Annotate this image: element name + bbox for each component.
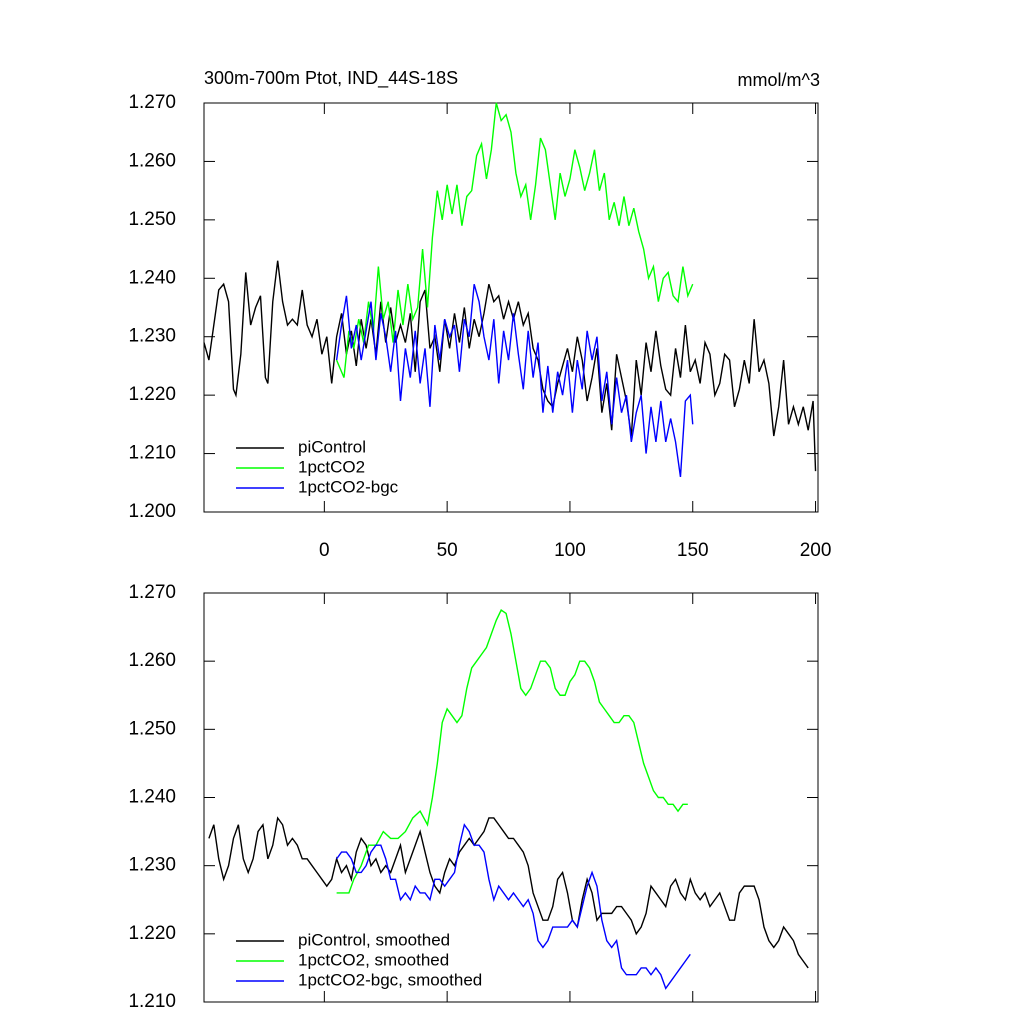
y-tick-label: 1.220: [128, 923, 176, 944]
y-tick-label: 1.200: [128, 501, 176, 522]
plot-frame: [203, 592, 819, 1003]
y-tick-label: 1.260: [128, 150, 176, 171]
legend-label: piControl, smoothed: [298, 930, 450, 949]
y-tick-label: 1.230: [128, 326, 176, 347]
units-label: mmol/m^3: [738, 70, 820, 90]
series-line: [335, 283, 694, 478]
legend-label: 1pctCO2-bgc, smoothed: [298, 970, 482, 989]
x-tick-label: 50: [437, 540, 458, 561]
y-tick-label: 1.270: [128, 92, 176, 113]
y-tick-label: 1.240: [128, 267, 176, 288]
series-line: [208, 816, 809, 969]
legend-label: 1pctCO2-bgc: [298, 477, 399, 496]
series-line: [203, 260, 817, 472]
series-line: [336, 823, 691, 990]
x-tick-label: 150: [677, 540, 709, 561]
y-tick-label: 1.250: [128, 718, 176, 739]
y-tick-label: 1.220: [128, 384, 176, 405]
legend-label: piControl: [298, 437, 366, 456]
series-line: [335, 102, 694, 378]
legend-label: 1pctCO2: [298, 457, 365, 476]
y-tick-label: 1.260: [128, 650, 176, 671]
y-tick-label: 1.210: [128, 443, 176, 464]
y-tick-label: 1.240: [128, 787, 176, 808]
y-tick-label: 1.270: [128, 582, 176, 603]
x-tick-label: 0: [319, 540, 330, 561]
y-tick-label: 1.230: [128, 855, 176, 876]
plot-frame: [203, 102, 819, 513]
y-tick-label: 1.250: [128, 209, 176, 230]
y-tick-label: 1.210: [128, 991, 176, 1012]
series-line: [336, 608, 688, 894]
chart-title: 300m-700m Ptot, IND_44S-18S: [204, 68, 458, 89]
legend-label: 1pctCO2, smoothed: [298, 950, 449, 969]
x-tick-label: 200: [800, 540, 832, 561]
x-tick-label: 100: [554, 540, 586, 561]
